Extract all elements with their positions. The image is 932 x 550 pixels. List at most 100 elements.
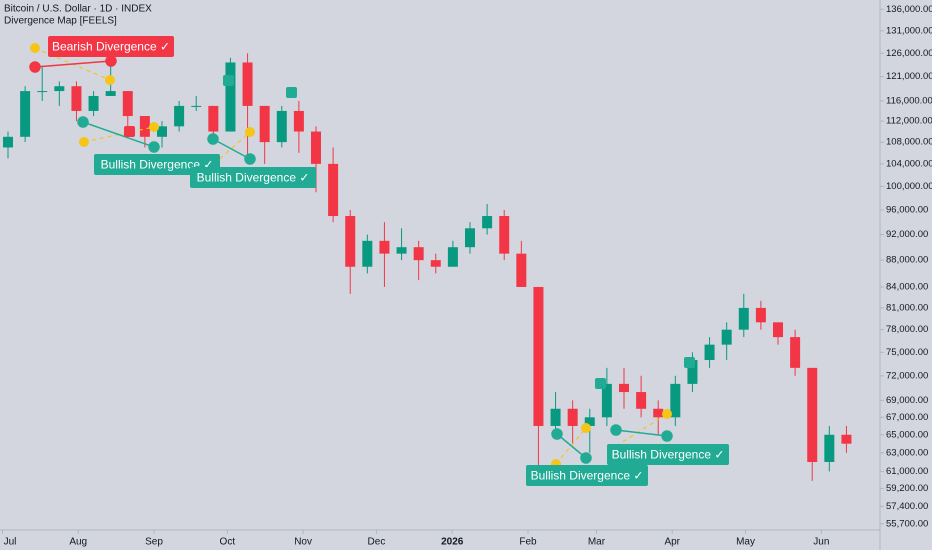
y-tick-label: 108,000.00 (886, 137, 932, 148)
y-tick-label: 61,000.00 (886, 466, 928, 477)
candle-body (311, 131, 321, 164)
x-tick-label: Jun (813, 537, 829, 548)
candle-body (584, 417, 595, 426)
pivot (77, 116, 89, 128)
y-tick-label: 100,000.00 (886, 181, 932, 192)
link (212, 138, 251, 160)
y-tick-label: 116,000.00 (886, 95, 932, 106)
badge (223, 75, 234, 86)
y-tick-label: 69,000.00 (886, 395, 928, 406)
link (34, 60, 112, 68)
candle-body (276, 110, 287, 143)
y-tick-label: 81,000.00 (886, 302, 928, 313)
candle-body (105, 91, 116, 96)
check-badges (124, 75, 695, 389)
candle-body (191, 105, 202, 107)
y-tick-label: 112,000.00 (886, 116, 932, 127)
candle-body (516, 253, 527, 287)
x-tick-label: Aug (69, 537, 87, 548)
dot (105, 75, 115, 85)
dot (581, 423, 591, 433)
x-tick-label: May (736, 537, 755, 548)
y-tick-label: 136,000.00 (886, 4, 932, 15)
candle-body (550, 408, 561, 426)
dot (149, 122, 159, 132)
candle-body (362, 240, 373, 267)
candle-body (482, 216, 493, 229)
y-tick-label: 121,000.00 (886, 71, 932, 82)
candle-body (670, 383, 681, 418)
candle-body (721, 329, 732, 345)
x-tick-label: Feb (519, 537, 537, 548)
pivot (661, 430, 673, 442)
candle-body (790, 337, 801, 368)
x-tick-label: Mar (588, 537, 606, 548)
candle-body (687, 360, 698, 384)
candle-body (430, 260, 441, 267)
candle-body (396, 247, 407, 254)
y-tick-label: 59,200.00 (886, 483, 928, 494)
candle-body (447, 247, 458, 267)
candle-body (293, 110, 304, 132)
y-tick-label: 88,000.00 (886, 255, 928, 266)
candle-body (259, 105, 270, 143)
candle-body (465, 228, 475, 248)
candle-body (841, 434, 852, 444)
label-box (526, 465, 648, 486)
candle-body (122, 91, 133, 117)
candle-body (704, 344, 715, 361)
x-tick-label: Oct (220, 537, 236, 548)
candle-body (499, 216, 510, 254)
candle-body (755, 307, 766, 323)
label-box (190, 167, 316, 188)
label-text: Bullish Divergence ✓ (531, 469, 644, 483)
label-box (94, 154, 220, 175)
dot (662, 409, 672, 419)
x-tick-label: Apr (664, 537, 680, 548)
x-tick-label: Nov (294, 537, 312, 548)
candle-body (3, 136, 13, 148)
label-text: Bullish Divergence ✓ (197, 171, 310, 185)
candle-body (601, 383, 612, 418)
dot (245, 127, 255, 137)
pivot (580, 452, 592, 464)
candle-body (37, 91, 48, 93)
y-tick-label: 63,000.00 (886, 447, 928, 458)
divergence-overlay (29, 43, 695, 469)
candle-body (807, 367, 818, 462)
candle-body (242, 62, 253, 106)
candle-body (157, 126, 167, 137)
candle-body (567, 408, 578, 426)
dashed-link (615, 413, 668, 447)
chart-title: Bitcoin / U.S. Dollar · 1D · INDEX (4, 4, 152, 15)
candles (3, 53, 852, 481)
candle-body (653, 408, 664, 418)
badge (595, 378, 606, 389)
candle-body (379, 240, 390, 254)
candle-body (345, 216, 356, 267)
dot (30, 43, 40, 53)
pivot (29, 61, 41, 73)
y-tick-label: 78,000.00 (886, 324, 928, 335)
candle-body (54, 86, 65, 92)
candle-body (174, 105, 185, 127)
candle-body (773, 322, 783, 338)
candle-body (619, 383, 629, 393)
candle-body (738, 307, 749, 330)
link (556, 433, 587, 459)
y-tick-label: 104,000.00 (886, 158, 932, 169)
candle-body (225, 62, 236, 132)
y-tick-label: 75,000.00 (886, 347, 928, 358)
candle-body (533, 286, 544, 426)
y-tick-label: 72,000.00 (886, 370, 928, 381)
label-box (607, 444, 729, 465)
candle-body (208, 105, 219, 132)
y-tick-label: 84,000.00 (886, 281, 928, 292)
badge (286, 87, 297, 98)
candle-body (636, 392, 647, 409)
pivot (148, 141, 160, 153)
candle-body (88, 95, 99, 111)
x-tick-label: 2026 (441, 537, 464, 548)
